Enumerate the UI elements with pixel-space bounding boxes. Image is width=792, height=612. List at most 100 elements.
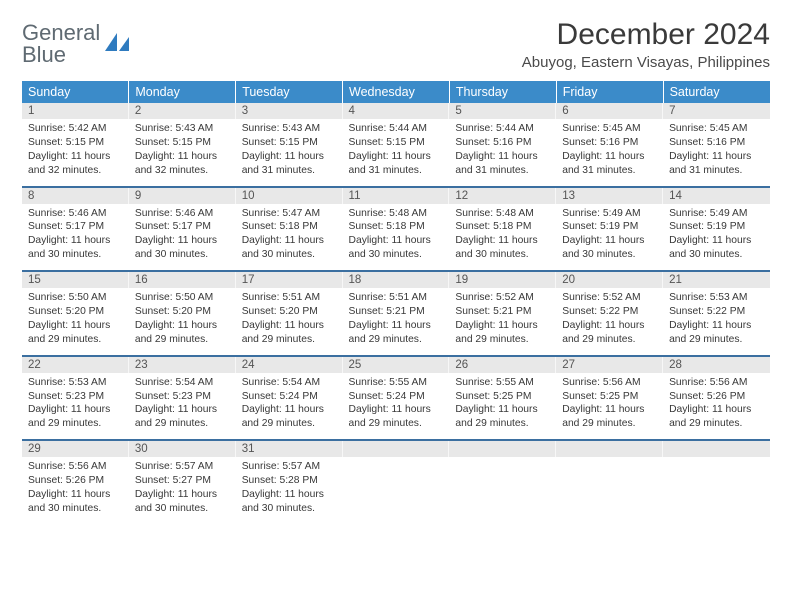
sunset-line: Sunset: 5:21 PM: [349, 305, 444, 319]
day-body: Sunrise: 5:50 AMSunset: 5:20 PMDaylight:…: [129, 288, 236, 355]
day-number: 17: [236, 272, 343, 288]
sunrise-line: Sunrise: 5:54 AM: [242, 376, 337, 390]
day-body: Sunrise: 5:56 AMSunset: 5:26 PMDaylight:…: [663, 373, 770, 440]
sunset-line: Sunset: 5:15 PM: [242, 136, 337, 150]
day-number: 22: [22, 357, 129, 373]
day-body: [556, 457, 663, 519]
calendar-day-cell: [343, 440, 450, 524]
weekday-header: Tuesday: [236, 81, 343, 103]
day-number: 30: [129, 441, 236, 457]
daylight-line: Daylight: 11 hours and 29 minutes.: [28, 403, 123, 431]
sunrise-line: Sunrise: 5:44 AM: [455, 122, 550, 136]
daylight-line: Daylight: 11 hours and 31 minutes.: [349, 150, 444, 178]
day-number: 5: [449, 103, 556, 119]
calendar-day-cell: 2Sunrise: 5:43 AMSunset: 5:15 PMDaylight…: [129, 103, 236, 187]
day-number: [449, 441, 556, 457]
calendar-day-cell: 17Sunrise: 5:51 AMSunset: 5:20 PMDayligh…: [236, 271, 343, 356]
day-number: 11: [343, 188, 450, 204]
day-number: 2: [129, 103, 236, 119]
day-body: Sunrise: 5:49 AMSunset: 5:19 PMDaylight:…: [663, 204, 770, 271]
daylight-line: Daylight: 11 hours and 31 minutes.: [455, 150, 550, 178]
calendar-body: 1Sunrise: 5:42 AMSunset: 5:15 PMDaylight…: [22, 103, 770, 524]
day-number: 15: [22, 272, 129, 288]
day-body: Sunrise: 5:55 AMSunset: 5:24 PMDaylight:…: [343, 373, 450, 440]
daylight-line: Daylight: 11 hours and 29 minutes.: [562, 403, 657, 431]
day-body: Sunrise: 5:47 AMSunset: 5:18 PMDaylight:…: [236, 204, 343, 271]
sunset-line: Sunset: 5:17 PM: [28, 220, 123, 234]
day-number: 21: [663, 272, 770, 288]
daylight-line: Daylight: 11 hours and 29 minutes.: [135, 319, 230, 347]
sunset-line: Sunset: 5:16 PM: [455, 136, 550, 150]
sunrise-line: Sunrise: 5:47 AM: [242, 207, 337, 221]
day-number: 18: [343, 272, 450, 288]
daylight-line: Daylight: 11 hours and 30 minutes.: [242, 488, 337, 516]
calendar-day-cell: 27Sunrise: 5:56 AMSunset: 5:25 PMDayligh…: [556, 356, 663, 441]
header: General Blue December 2024 Abuyog, Easte…: [22, 18, 770, 77]
sunset-line: Sunset: 5:19 PM: [562, 220, 657, 234]
day-number: 29: [22, 441, 129, 457]
calendar-day-cell: 26Sunrise: 5:55 AMSunset: 5:25 PMDayligh…: [449, 356, 556, 441]
sunset-line: Sunset: 5:15 PM: [349, 136, 444, 150]
day-body: [663, 457, 770, 519]
calendar-day-cell: [663, 440, 770, 524]
sunset-line: Sunset: 5:16 PM: [669, 136, 764, 150]
day-number: 1: [22, 103, 129, 119]
sunset-line: Sunset: 5:15 PM: [135, 136, 230, 150]
daylight-line: Daylight: 11 hours and 30 minutes.: [28, 234, 123, 262]
sunrise-line: Sunrise: 5:49 AM: [669, 207, 764, 221]
sunset-line: Sunset: 5:18 PM: [349, 220, 444, 234]
day-body: Sunrise: 5:45 AMSunset: 5:16 PMDaylight:…: [556, 119, 663, 186]
daylight-line: Daylight: 11 hours and 29 minutes.: [135, 403, 230, 431]
calendar-day-cell: 10Sunrise: 5:47 AMSunset: 5:18 PMDayligh…: [236, 187, 343, 272]
sunset-line: Sunset: 5:18 PM: [242, 220, 337, 234]
sunrise-line: Sunrise: 5:52 AM: [455, 291, 550, 305]
weekday-header: Monday: [129, 81, 236, 103]
calendar-day-cell: 25Sunrise: 5:55 AMSunset: 5:24 PMDayligh…: [343, 356, 450, 441]
day-body: Sunrise: 5:51 AMSunset: 5:20 PMDaylight:…: [236, 288, 343, 355]
sunrise-line: Sunrise: 5:56 AM: [669, 376, 764, 390]
day-body: Sunrise: 5:54 AMSunset: 5:24 PMDaylight:…: [236, 373, 343, 440]
day-number: 9: [129, 188, 236, 204]
daylight-line: Daylight: 11 hours and 31 minutes.: [669, 150, 764, 178]
sunrise-line: Sunrise: 5:45 AM: [669, 122, 764, 136]
day-body: Sunrise: 5:43 AMSunset: 5:15 PMDaylight:…: [129, 119, 236, 186]
weekday-header: Wednesday: [343, 81, 450, 103]
calendar-week-row: 8Sunrise: 5:46 AMSunset: 5:17 PMDaylight…: [22, 187, 770, 272]
calendar-day-cell: 12Sunrise: 5:48 AMSunset: 5:18 PMDayligh…: [449, 187, 556, 272]
daylight-line: Daylight: 11 hours and 29 minutes.: [455, 403, 550, 431]
daylight-line: Daylight: 11 hours and 30 minutes.: [135, 488, 230, 516]
calendar-day-cell: 8Sunrise: 5:46 AMSunset: 5:17 PMDaylight…: [22, 187, 129, 272]
sunset-line: Sunset: 5:15 PM: [28, 136, 123, 150]
day-number: 14: [663, 188, 770, 204]
day-body: [343, 457, 450, 519]
calendar-day-cell: 3Sunrise: 5:43 AMSunset: 5:15 PMDaylight…: [236, 103, 343, 187]
calendar-day-cell: 16Sunrise: 5:50 AMSunset: 5:20 PMDayligh…: [129, 271, 236, 356]
day-number: 25: [343, 357, 450, 373]
day-number: [663, 441, 770, 457]
sunset-line: Sunset: 5:26 PM: [669, 390, 764, 404]
day-body: Sunrise: 5:48 AMSunset: 5:18 PMDaylight:…: [343, 204, 450, 271]
calendar-table: SundayMondayTuesdayWednesdayThursdayFrid…: [22, 81, 770, 524]
calendar-day-cell: 4Sunrise: 5:44 AMSunset: 5:15 PMDaylight…: [343, 103, 450, 187]
day-body: Sunrise: 5:45 AMSunset: 5:16 PMDaylight:…: [663, 119, 770, 186]
sunrise-line: Sunrise: 5:54 AM: [135, 376, 230, 390]
sunrise-line: Sunrise: 5:53 AM: [28, 376, 123, 390]
sunrise-line: Sunrise: 5:55 AM: [349, 376, 444, 390]
day-number: 20: [556, 272, 663, 288]
calendar-day-cell: 18Sunrise: 5:51 AMSunset: 5:21 PMDayligh…: [343, 271, 450, 356]
calendar-day-cell: 6Sunrise: 5:45 AMSunset: 5:16 PMDaylight…: [556, 103, 663, 187]
calendar-week-row: 22Sunrise: 5:53 AMSunset: 5:23 PMDayligh…: [22, 356, 770, 441]
calendar-day-cell: 1Sunrise: 5:42 AMSunset: 5:15 PMDaylight…: [22, 103, 129, 187]
day-body: Sunrise: 5:57 AMSunset: 5:28 PMDaylight:…: [236, 457, 343, 524]
sunrise-line: Sunrise: 5:52 AM: [562, 291, 657, 305]
sunrise-line: Sunrise: 5:57 AM: [242, 460, 337, 474]
weekday-header: Thursday: [449, 81, 556, 103]
day-body: Sunrise: 5:44 AMSunset: 5:16 PMDaylight:…: [449, 119, 556, 186]
sunset-line: Sunset: 5:25 PM: [455, 390, 550, 404]
daylight-line: Daylight: 11 hours and 30 minutes.: [455, 234, 550, 262]
daylight-line: Daylight: 11 hours and 30 minutes.: [349, 234, 444, 262]
sunrise-line: Sunrise: 5:53 AM: [669, 291, 764, 305]
sunrise-line: Sunrise: 5:45 AM: [562, 122, 657, 136]
sunrise-line: Sunrise: 5:48 AM: [349, 207, 444, 221]
sunset-line: Sunset: 5:27 PM: [135, 474, 230, 488]
